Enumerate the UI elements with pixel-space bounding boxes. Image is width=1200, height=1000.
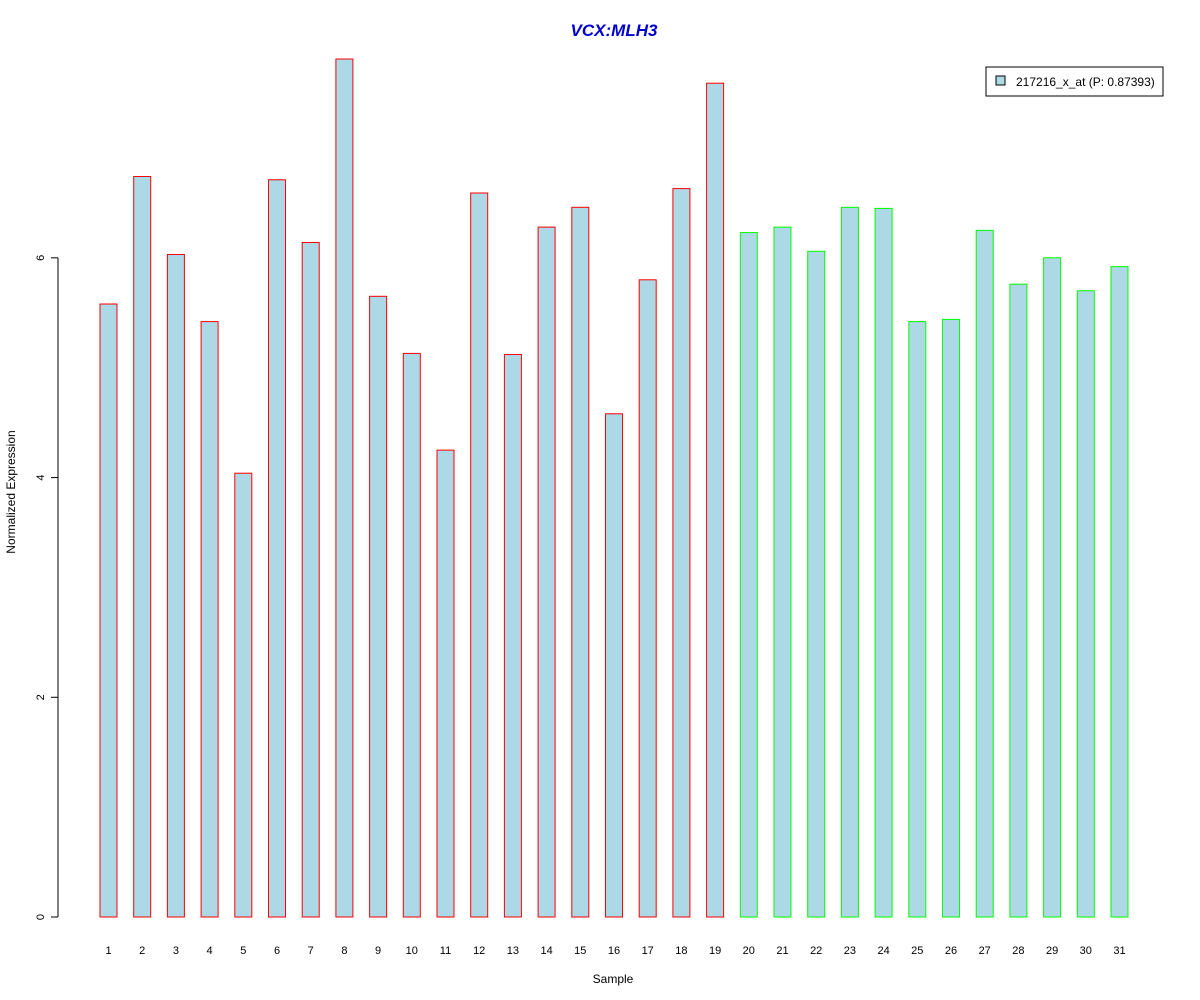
x-tick-label: 22 [810, 945, 822, 957]
bar-sample-22 [807, 250, 826, 918]
x-tick-label: 23 [844, 945, 856, 957]
legend-label: 217216_x_at (P: 0.87393) [1016, 75, 1155, 89]
x-tick-label: 4 [207, 945, 213, 957]
bar-sample-14 [537, 226, 556, 918]
bar-sample-1 [99, 303, 118, 918]
legend-box [985, 66, 1164, 97]
bar-sample-27 [975, 229, 994, 918]
x-tick-label: 6 [274, 945, 280, 957]
x-tick-label: 12 [473, 945, 485, 957]
bar-sample-29 [1043, 257, 1062, 918]
bar-sample-17 [638, 279, 657, 918]
x-tick-label: 13 [507, 945, 519, 957]
bar-sample-19 [706, 82, 725, 918]
bar-sample-13 [503, 354, 522, 918]
bar-sample-23 [840, 206, 859, 918]
x-tick-label: 2 [139, 945, 145, 957]
x-tick-label: 10 [406, 945, 418, 957]
x-tick-label: 20 [743, 945, 755, 957]
x-tick-label: 25 [911, 945, 923, 957]
bar-sample-20 [739, 232, 758, 918]
y-tick-label: 4 [35, 475, 47, 481]
x-tick-label: 24 [877, 945, 889, 957]
bar-sample-10 [402, 352, 421, 918]
bar-sample-4 [200, 321, 219, 918]
bar-sample-24 [874, 207, 893, 918]
y-axis: 0 2 4 6 [35, 255, 59, 920]
x-tick-label: 28 [1012, 945, 1024, 957]
bar-sample-8 [335, 58, 354, 918]
chart-title: VCX:MLH3 [571, 21, 658, 40]
bar-sample-25 [908, 321, 927, 918]
x-tick-label: 27 [979, 945, 991, 957]
x-tick-label: 7 [308, 945, 314, 957]
legend-swatch [995, 75, 1006, 86]
y-tick-label: 6 [35, 255, 47, 261]
bar-sample-3 [166, 254, 185, 918]
x-tick-label: 3 [173, 945, 179, 957]
x-tick-label: 31 [1113, 945, 1125, 957]
bars-group [99, 58, 1129, 918]
x-tick-label: 1 [105, 945, 111, 957]
x-tick-label: 17 [642, 945, 654, 957]
x-tick-label: 15 [574, 945, 586, 957]
x-tick-label: 11 [440, 945, 451, 957]
x-tick-label: 19 [709, 945, 721, 957]
legend: 217216_x_at (P: 0.87393) [985, 66, 1164, 97]
bar-sample-5 [234, 472, 253, 918]
x-tick-label: 26 [945, 945, 957, 957]
x-tick-label: 18 [675, 945, 687, 957]
bar-sample-2 [133, 176, 152, 918]
x-tick-label: 8 [341, 945, 347, 957]
x-tick-label: 14 [540, 945, 552, 957]
bar-sample-30 [1076, 290, 1095, 918]
y-tick-label: 0 [35, 914, 47, 920]
x-tick-label: 9 [375, 945, 381, 957]
x-tick-label: 5 [240, 945, 246, 957]
bar-sample-16 [605, 413, 623, 918]
y-tick-label: 2 [35, 694, 47, 700]
bar-sample-11 [436, 449, 455, 918]
x-tick-label: 30 [1080, 945, 1092, 957]
bar-sample-7 [301, 242, 320, 918]
bar-sample-31 [1110, 266, 1129, 918]
bar-sample-28 [1009, 283, 1028, 918]
bar-sample-12 [470, 192, 489, 918]
x-tick-label: 29 [1046, 945, 1058, 957]
bar-sample-6 [268, 179, 286, 918]
x-tick-label: 21 [776, 945, 788, 957]
bar-sample-26 [942, 318, 960, 918]
bar-sample-18 [672, 188, 691, 918]
bar-sample-15 [571, 206, 590, 918]
x-tick-labels: 1 2 3 4 5 6 7 8 9 10 11 12 13 14 15 16 17 18 19 20 21 22 23 24 2… [105, 945, 1125, 957]
y-axis-label: Normalized Expression [4, 430, 18, 553]
x-tick-label: 16 [608, 945, 620, 957]
bar-sample-21 [773, 226, 792, 918]
x-axis-label: Sample [593, 972, 634, 986]
bar-sample-9 [369, 295, 388, 918]
